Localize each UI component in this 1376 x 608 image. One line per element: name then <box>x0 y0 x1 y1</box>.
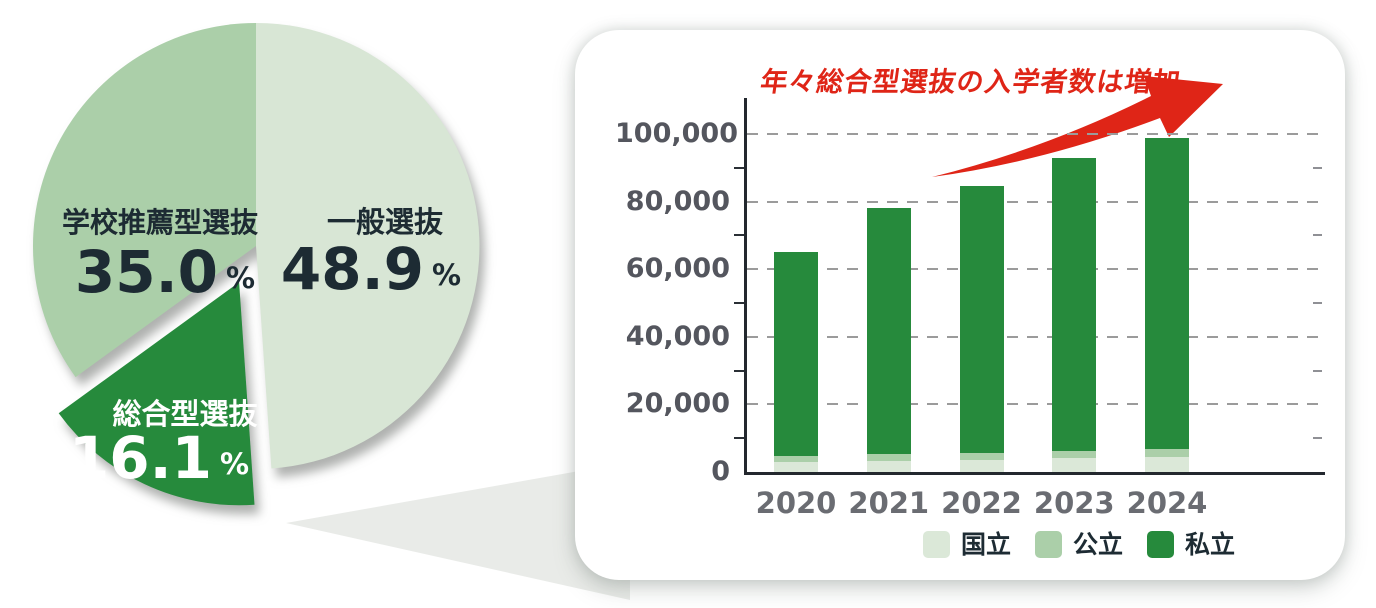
bar-segment-国立 <box>1052 458 1097 472</box>
stacked-bar-2021 <box>866 208 911 472</box>
bar-chart-card: 年々総合型選抜の入学者数は増加 0 20,000 40,000 60,000 80,00… <box>575 30 1345 580</box>
bar-segment-公立 <box>774 456 818 462</box>
pie-slice-2 <box>58 282 255 506</box>
y-axis-tick-label: 40,000 <box>625 320 730 352</box>
legend-swatch-公立 <box>1035 531 1063 558</box>
legend-item-公立: 公立 <box>1035 531 1123 558</box>
legend-label-公立: 公立 <box>1073 530 1124 559</box>
y-axis-line <box>744 98 747 475</box>
pie-chart: 学校推薦型選抜 35.0 % 一般選抜 48.9 % 総合型選抜 16.1 % <box>32 22 480 506</box>
y-axis-minor-tick <box>734 234 744 237</box>
legend: 国立 公立 私立 <box>923 531 1235 558</box>
pie-value-sogo: 16.1 <box>69 424 212 492</box>
pie-value-ippan: 48.9 <box>281 235 424 303</box>
legend-item-国立: 国立 <box>923 531 1011 558</box>
callout-wedge-shape <box>286 462 630 600</box>
y-axis-tick-label: 60,000 <box>625 253 730 285</box>
x-axis-tick-label: 2022 <box>941 486 1022 520</box>
stacked-bar-2020 <box>774 252 818 472</box>
pie-unit-sogo: % <box>220 447 249 481</box>
pie-label-sogo: 総合型選抜 <box>112 397 258 431</box>
gridline <box>747 268 1322 271</box>
bar-segment-私立 <box>774 252 818 457</box>
pie-labels: 学校推薦型選抜 35.0 % 一般選抜 48.9 % 総合型選抜 16.1 % <box>62 205 461 492</box>
bar-segment-国立 <box>866 460 911 472</box>
y-axis-tick-label: 20,000 <box>625 388 730 420</box>
y-axis-minor-tick-right <box>1313 234 1322 237</box>
pie-unit-ippan: % <box>432 258 461 292</box>
pie-unit-gakko-suisen: % <box>226 261 255 295</box>
y-axis-tick-label: 80,000 <box>625 185 730 217</box>
y-axis-minor-tick <box>734 437 744 440</box>
pie-value-gakko-suisen: 35.0 <box>75 238 218 306</box>
y-axis-minor-tick <box>734 369 744 372</box>
y-axis-minor-tick <box>734 302 744 304</box>
bar-segment-公立 <box>1145 449 1189 458</box>
bar-segment-国立 <box>1145 457 1189 472</box>
bar-segment-国立 <box>774 461 818 472</box>
bar-segment-私立 <box>1145 138 1189 450</box>
gridline <box>747 403 1322 406</box>
gridline <box>747 200 1322 203</box>
bar-segment-公立 <box>1052 451 1097 459</box>
legend-label-私立: 私立 <box>1185 530 1236 559</box>
bar-plot: 0 20,000 40,000 60,000 80,000 100,000 2020 2021… <box>615 98 1325 520</box>
x-axis-tick-label: 2021 <box>848 486 930 520</box>
pie-label-ippan: 一般選抜 <box>327 205 444 239</box>
gridline <box>747 133 1322 135</box>
x-axis-line <box>744 472 1325 475</box>
legend-label-国立: 国立 <box>961 530 1012 559</box>
y-axis-minor-tick-right <box>1313 166 1322 169</box>
stacked-bar-2023 <box>1052 157 1097 472</box>
legend-item-私立: 私立 <box>1147 531 1235 558</box>
x-axis-tick-label: 2020 <box>755 486 837 520</box>
legend-swatch-私立 <box>1147 531 1175 558</box>
gridline <box>747 335 1322 338</box>
pie-slice-1 <box>256 22 480 469</box>
bar-segment-公立 <box>959 453 1004 461</box>
bar-segment-私立 <box>866 208 911 455</box>
bar-segment-私立 <box>959 186 1004 454</box>
pie-slice-3 <box>32 22 257 378</box>
y-axis-minor-tick-right <box>1313 437 1322 440</box>
y-axis-tick-label: 100,000 <box>615 118 738 149</box>
y-axis-minor-tick-right <box>1313 302 1322 304</box>
legend-swatch-国立 <box>923 531 950 558</box>
x-axis-tick-label: 2023 <box>1033 486 1115 520</box>
y-axis-tick-label: 0 <box>711 456 730 487</box>
bar-segment-公立 <box>866 454 911 461</box>
pie-label-gakko-suisen: 学校推薦型選抜 <box>62 206 259 239</box>
bar-segment-国立 <box>959 460 1004 472</box>
y-axis-minor-tick-right <box>1313 369 1322 372</box>
pie-slices <box>32 22 480 506</box>
x-axis-tick-label: 2024 <box>1126 486 1208 520</box>
chart-annotation: 年々総合型選抜の入学者数は増加 <box>758 67 1183 98</box>
stacked-bar-2024 <box>1145 138 1189 472</box>
bar-segment-私立 <box>1052 157 1097 452</box>
y-axis-minor-tick <box>734 166 744 169</box>
stacked-bar-2022 <box>959 186 1004 472</box>
